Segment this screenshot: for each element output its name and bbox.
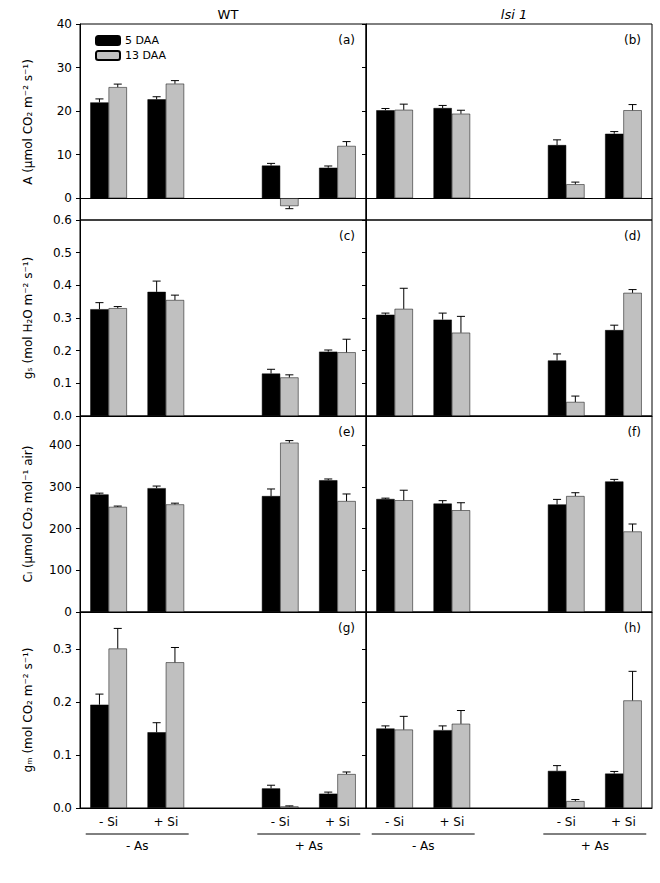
svg-text:+ Si: + Si xyxy=(439,815,464,829)
svg-text:200: 200 xyxy=(49,522,72,536)
svg-text:(e): (e) xyxy=(338,425,355,439)
svg-text:0.6: 0.6 xyxy=(53,213,72,227)
svg-text:0: 0 xyxy=(64,191,72,205)
svg-text:100: 100 xyxy=(49,563,72,577)
svg-text:A (μmol CO₂ m⁻² s⁻¹): A (μmol CO₂ m⁻² s⁻¹) xyxy=(21,59,35,185)
svg-text:+ Si: + Si xyxy=(325,815,350,829)
svg-text:20: 20 xyxy=(57,104,72,118)
svg-text:lsi 1: lsi 1 xyxy=(501,7,527,22)
svg-text:(a): (a) xyxy=(338,33,355,47)
svg-text:- As: - As xyxy=(126,839,149,853)
svg-text:0: 0 xyxy=(64,605,72,619)
svg-text:0.1: 0.1 xyxy=(53,376,72,390)
svg-text:+ As: + As xyxy=(295,839,323,853)
svg-text:400: 400 xyxy=(49,438,72,452)
svg-text:Cᵢ (μmol CO₂ mol⁻¹ air): Cᵢ (μmol CO₂ mol⁻¹ air) xyxy=(21,446,35,583)
svg-text:gₛ (mol H₂O m⁻² s⁻¹): gₛ (mol H₂O m⁻² s⁻¹) xyxy=(21,257,35,380)
svg-text:13 DAA: 13 DAA xyxy=(125,49,167,62)
svg-text:0.2: 0.2 xyxy=(53,344,72,358)
svg-text:0.5: 0.5 xyxy=(53,246,72,260)
svg-text:10: 10 xyxy=(57,148,72,162)
svg-text:0.0: 0.0 xyxy=(53,801,72,815)
svg-text:+ As: + As xyxy=(581,839,609,853)
svg-text:- Si: - Si xyxy=(385,815,404,829)
svg-text:0.4: 0.4 xyxy=(53,278,72,292)
svg-text:- Si: - Si xyxy=(99,815,118,829)
svg-text:30: 30 xyxy=(57,61,72,75)
svg-text:WT: WT xyxy=(218,7,239,22)
svg-text:0.3: 0.3 xyxy=(53,642,72,656)
svg-text:(f): (f) xyxy=(627,425,641,439)
svg-text:+ Si: + Si xyxy=(153,815,178,829)
svg-text:5 DAA: 5 DAA xyxy=(125,34,160,47)
svg-text:300: 300 xyxy=(49,480,72,494)
svg-text:(h): (h) xyxy=(624,621,641,635)
svg-text:+ Si: + Si xyxy=(611,815,636,829)
svg-text:(c): (c) xyxy=(339,229,355,243)
svg-text:gₘ (mol CO₂ m⁻² s⁻¹): gₘ (mol CO₂ m⁻² s⁻¹) xyxy=(21,648,35,773)
svg-text:- Si: - Si xyxy=(557,815,576,829)
svg-text:- Si: - Si xyxy=(271,815,290,829)
svg-text:0.3: 0.3 xyxy=(53,311,72,325)
svg-text:0.2: 0.2 xyxy=(53,695,72,709)
svg-text:0.1: 0.1 xyxy=(53,748,72,762)
svg-text:(b): (b) xyxy=(624,33,641,47)
svg-text:(g): (g) xyxy=(338,621,355,635)
svg-text:0.0: 0.0 xyxy=(53,409,72,423)
svg-text:(d): (d) xyxy=(624,229,641,243)
svg-text:40: 40 xyxy=(57,17,72,31)
svg-text:- As: - As xyxy=(412,839,435,853)
